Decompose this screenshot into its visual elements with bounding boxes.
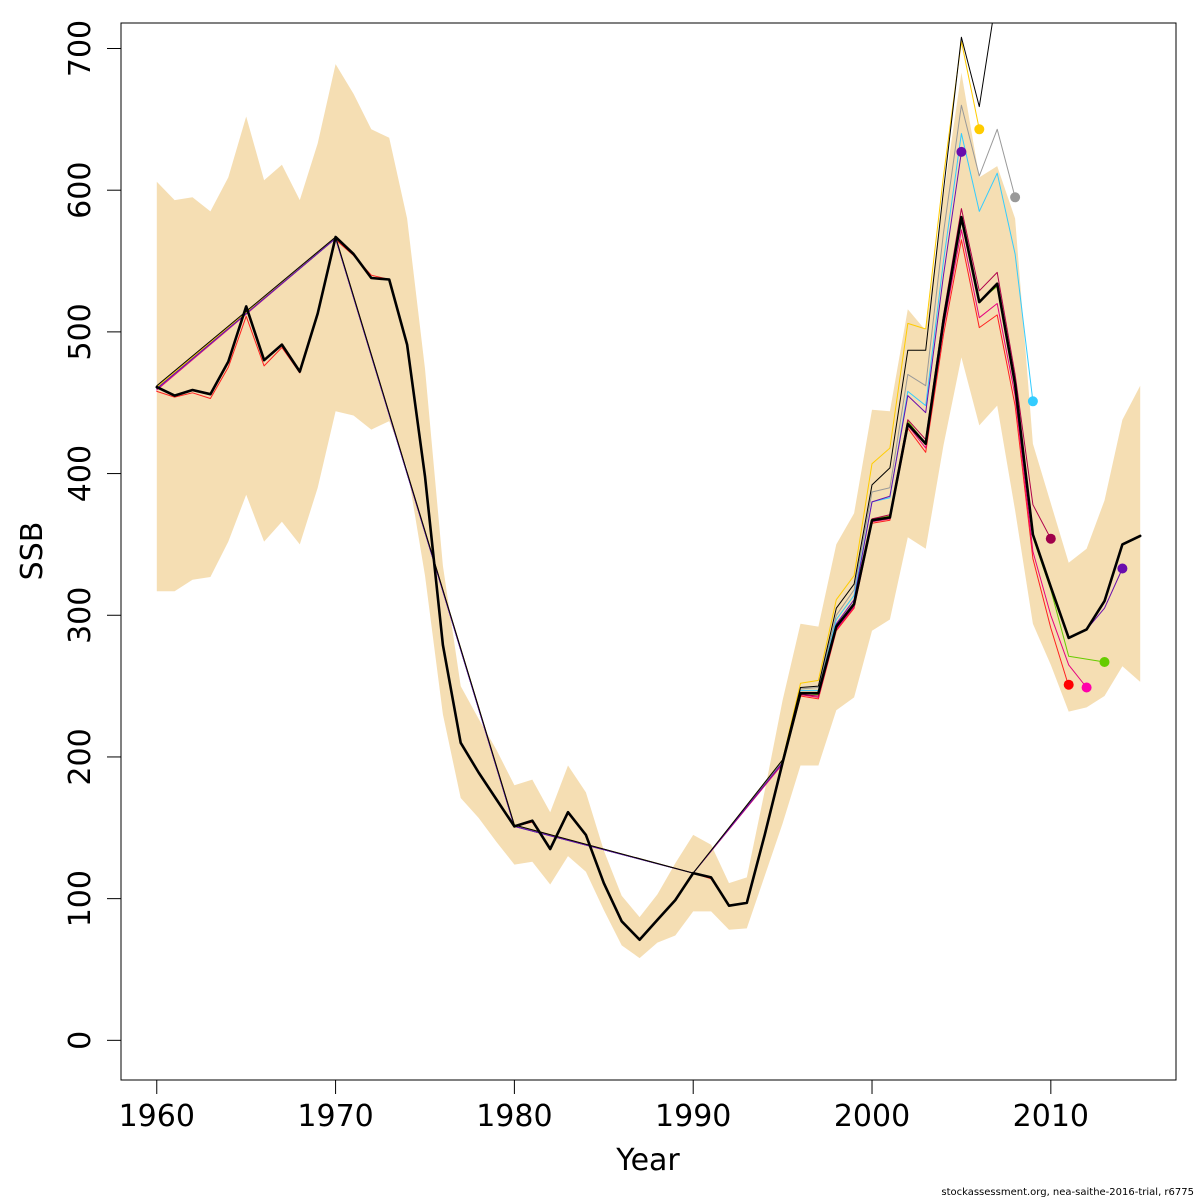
y-tick-label: 600 [63, 162, 98, 219]
retro-end-point [1117, 563, 1128, 574]
retro-series-line-8 [156, 151, 962, 874]
y-axis-label: SSB [15, 522, 50, 581]
retro-end-point [1027, 396, 1038, 407]
ssb-series-line [155, 215, 1142, 942]
y-tick-label: 500 [63, 303, 98, 360]
retro-end-point [1099, 657, 1110, 667]
x-tick-label: 1990 [655, 1099, 731, 1134]
series-layer [155, 23, 1142, 942]
x-axis-label: Year [615, 1143, 680, 1178]
y-tick-label: 300 [63, 587, 98, 644]
y-tick-label: 200 [63, 728, 98, 785]
y-tick-label: 700 [63, 20, 98, 77]
retro-series-line-9 [156, 23, 993, 874]
x-axis: 1960 1970 1980 1990 2000 2010 [119, 1079, 1089, 1134]
x-tick-label: 2000 [834, 1099, 910, 1134]
retro-end-point [956, 146, 967, 157]
x-tick-label: 1970 [297, 1099, 373, 1134]
x-tick-label: 2010 [1013, 1099, 1089, 1134]
y-tick-label: 0 [63, 1031, 98, 1050]
retro-end-point [1010, 192, 1021, 203]
points-layer [956, 124, 1128, 693]
confidence-band [156, 64, 1141, 959]
confidence-band-layer [156, 64, 1141, 959]
y-tick-label: 400 [63, 445, 98, 502]
y-tick-label: 100 [63, 870, 98, 927]
retro-end-point [1045, 533, 1056, 544]
x-tick-label: 1980 [476, 1099, 552, 1134]
retro-end-point [1081, 682, 1092, 693]
y-axis: 0 100 200 300 400 500 600 700 [63, 20, 122, 1050]
footer-credit: stockassessment.org, nea-saithe-2016-tri… [941, 1187, 1194, 1198]
retro-end-point [974, 124, 985, 135]
x-tick-label: 1960 [119, 1099, 195, 1134]
retro-end-point [1063, 679, 1074, 690]
